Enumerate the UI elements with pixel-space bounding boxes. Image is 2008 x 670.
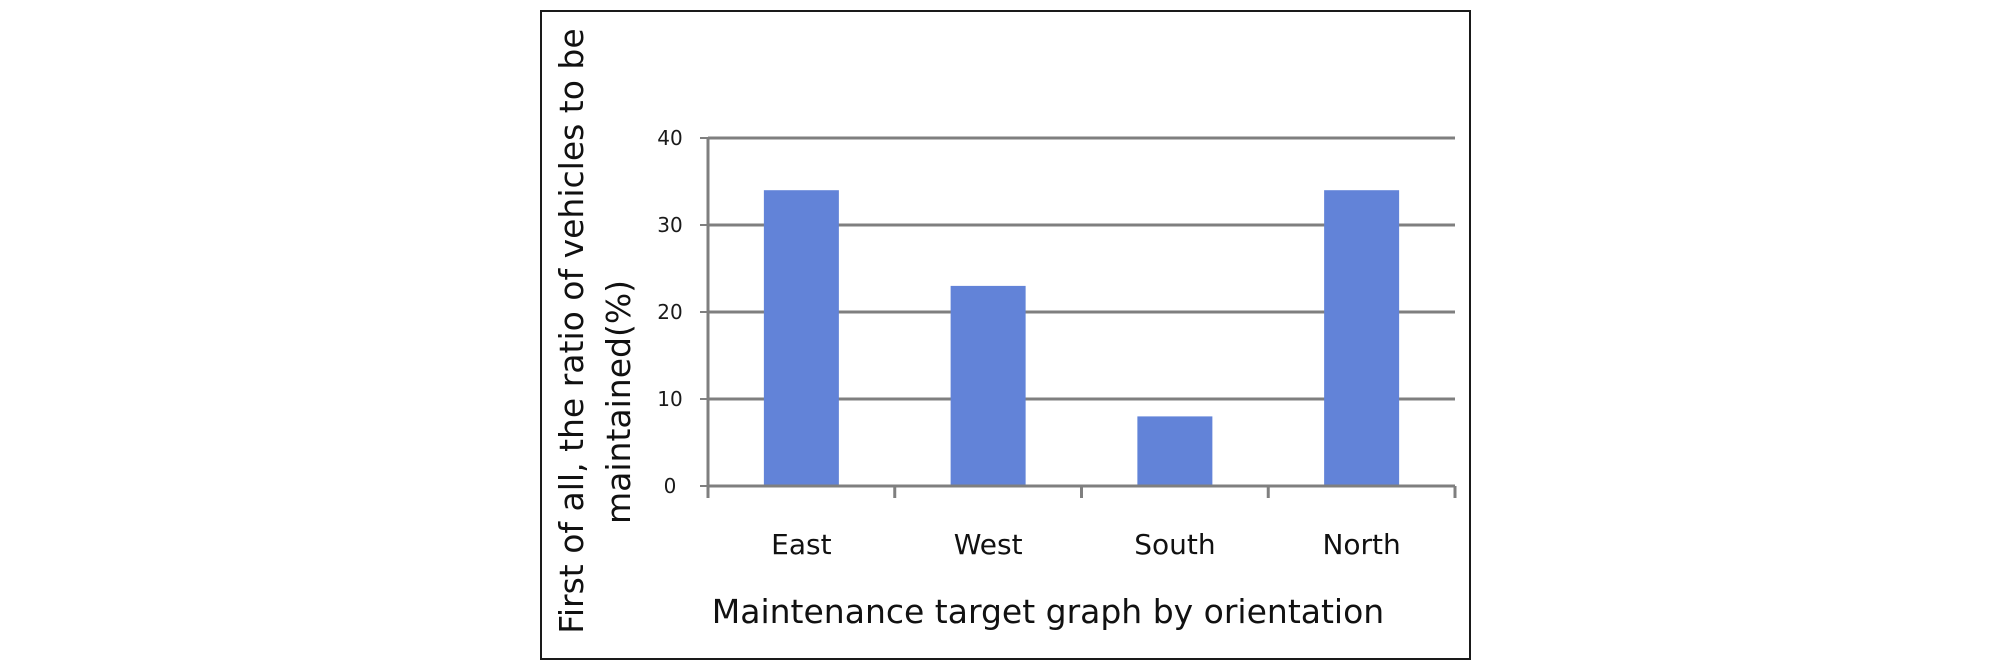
- bar-east: [763, 190, 839, 486]
- x-tick-label: East: [771, 528, 831, 561]
- y-tick-label: 0: [664, 474, 677, 498]
- x-tick-label: South: [1134, 528, 1215, 561]
- bars: [763, 190, 1400, 486]
- bar-west: [950, 285, 1026, 486]
- y-tick-label: 20: [657, 300, 682, 324]
- y-axis-title-line-2: maintained(%): [599, 280, 638, 524]
- y-tick-label: 40: [657, 126, 682, 150]
- y-tick-label: 30: [657, 213, 682, 237]
- bar-north: [1324, 190, 1400, 486]
- x-tick-labels: East West South North: [771, 528, 1401, 561]
- x-axis-title: Maintenance target graph by orientation: [712, 592, 1384, 631]
- x-axis: [706, 138, 1457, 498]
- x-tick-label: West: [954, 528, 1023, 561]
- y-tick-label: 10: [657, 387, 682, 411]
- y-tick-labels: 0 10 20 30 40: [657, 126, 682, 498]
- x-tick-label: North: [1322, 528, 1400, 561]
- y-axis-title-line-1: First of all, the ratio of vehicles to b…: [552, 28, 591, 633]
- bar-south: [1137, 416, 1213, 486]
